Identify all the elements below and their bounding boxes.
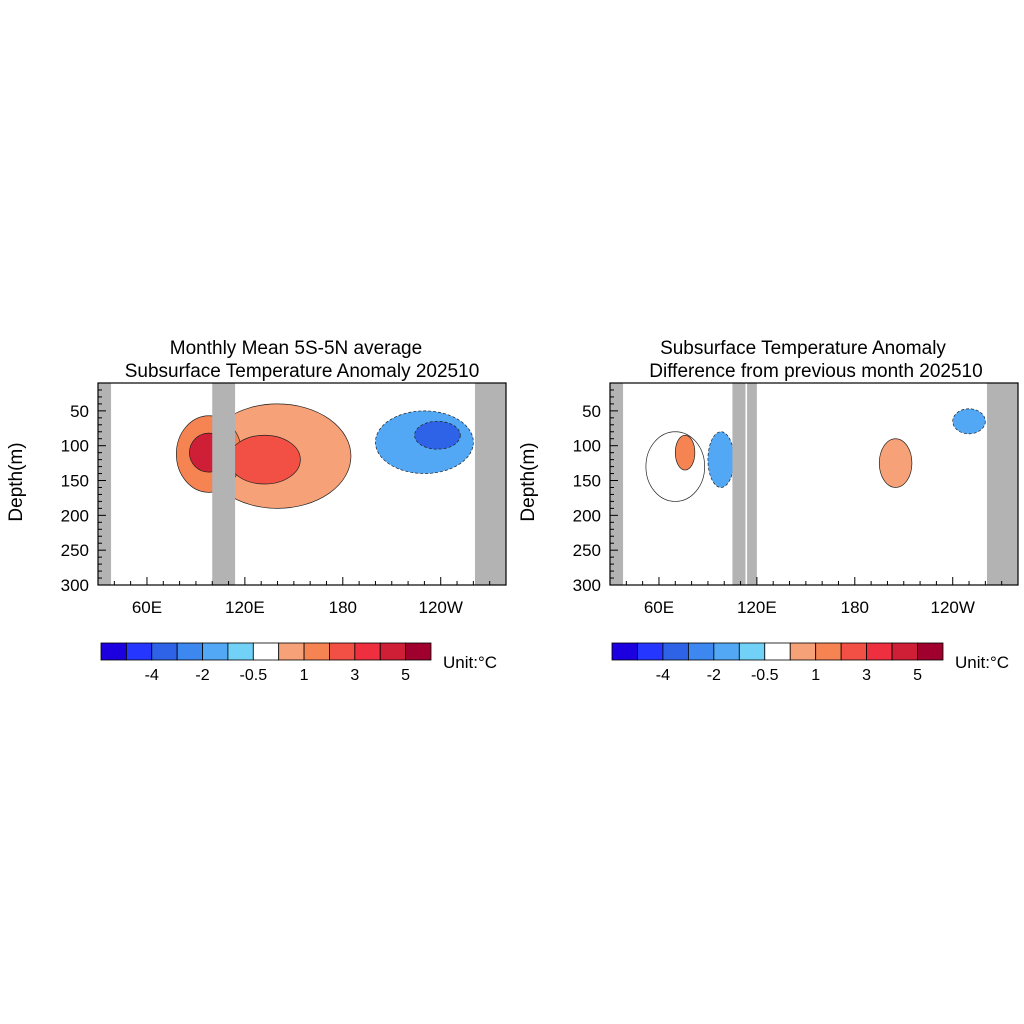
anomaly-contour	[414, 420, 461, 450]
colorbar-swatch	[379, 642, 407, 661]
colorbar-swatch	[303, 642, 330, 661]
left-unit-label: Unit:°C	[443, 653, 497, 672]
plot-frame	[609, 382, 1019, 586]
x-tick-label: 120W	[419, 598, 463, 617]
plot-frame	[97, 382, 507, 586]
right-unit-label: Unit:°C	[955, 653, 1009, 672]
colorbar-tick-label: 1	[300, 667, 309, 684]
colorbar-swatch	[176, 642, 203, 661]
y-tick-label: 50	[582, 402, 601, 421]
colorbar-swatch	[789, 642, 817, 661]
x-tick-label: 120W	[931, 598, 975, 617]
colorbar-swatch	[687, 642, 715, 661]
anomaly-contour	[878, 438, 913, 488]
anomaly-contour	[645, 431, 706, 502]
colorbar-swatch	[662, 642, 689, 661]
colorbar-swatch	[100, 642, 127, 661]
x-tick-label: 120E	[225, 598, 265, 617]
x-tick-label: 60E	[132, 598, 162, 617]
right-title-line2: Difference from previous month 202510	[649, 361, 982, 382]
colorbar-swatch	[738, 642, 766, 661]
anomaly-contour	[952, 408, 986, 435]
colorbar-swatch	[866, 642, 893, 661]
colorbar-tick-label: -2	[195, 667, 209, 684]
y-tick-label: 250	[573, 541, 601, 560]
colorbar-swatch	[125, 642, 153, 661]
left-colorbar: -4 -2 -0.5 1 3 5	[100, 642, 432, 684]
colorbar-swatch	[278, 642, 305, 661]
x-tick-label: 120E	[737, 598, 777, 617]
y-tick-label: 100	[61, 437, 89, 456]
y-tick-label: 100	[573, 437, 601, 456]
colorbar-tick-label: -0.5	[751, 667, 779, 684]
colorbar-swatch	[840, 642, 868, 661]
y-tick-label: 250	[61, 541, 89, 560]
colorbar-tick-label: 3	[862, 667, 871, 684]
y-tick-label: 300	[61, 576, 89, 595]
x-tick-label: 180	[329, 598, 357, 617]
x-tick-label: 180	[841, 598, 869, 617]
y-tick-label: 150	[61, 472, 89, 491]
land-mask	[98, 383, 112, 585]
colorbar-tick-label: 5	[913, 667, 922, 684]
right-y-axis-label: Depth(m)	[518, 442, 539, 521]
colorbar-swatch	[151, 642, 178, 661]
land-mask	[474, 383, 506, 585]
right-title-line1: Subsurface Temperature Anomaly	[660, 338, 946, 359]
colorbar-tick-label: -2	[707, 667, 721, 684]
y-tick-label: 50	[70, 402, 89, 421]
land-mask	[732, 383, 746, 585]
colorbar-swatch	[611, 642, 638, 661]
colorbar-tick-label: -4	[656, 667, 670, 684]
colorbar-swatch	[764, 642, 791, 661]
colorbar-swatch	[405, 642, 432, 661]
colorbar-swatch	[891, 642, 918, 661]
y-tick-label: 200	[573, 506, 601, 525]
anomaly-contour	[674, 434, 696, 471]
panel-left: Monthly Mean 5S-5N average Subsurface Te…	[6, 338, 507, 684]
right-unit-text: Unit:	[955, 653, 990, 672]
right-plot-area: 50 100 150 200 250 300 60E 120E 180 120W	[573, 382, 1019, 617]
colorbar-swatch	[354, 642, 381, 661]
left-plot-area: 50 100 150 200 250 300 60E 120E 180 120W	[61, 382, 507, 617]
right-colorbar: -4 -2 -0.5 1 3 5	[611, 642, 944, 684]
colorbar-swatch	[713, 642, 740, 661]
y-tick-label: 300	[573, 576, 601, 595]
y-tick-label: 200	[61, 506, 89, 525]
land-mask	[747, 383, 757, 585]
colorbar-swatch	[227, 642, 254, 661]
colorbar-swatch	[815, 642, 842, 661]
left-title-line2: Subsurface Temperature Anomaly 202510	[125, 361, 480, 382]
colorbar-swatch	[202, 642, 229, 661]
right-unit-symbol: °C	[990, 653, 1009, 672]
colorbar-tick-label: -0.5	[240, 667, 268, 684]
colorbar-tick-label: -4	[145, 667, 159, 684]
anomaly-contour	[228, 434, 301, 485]
colorbar-tick-label: 5	[401, 667, 410, 684]
colorbar-tick-label: 1	[811, 667, 820, 684]
colorbar-swatch	[637, 642, 664, 661]
land-mask	[610, 383, 624, 585]
land-mask	[986, 383, 1018, 585]
colorbar-swatch	[917, 642, 944, 661]
left-unit-text: Unit:	[443, 653, 478, 672]
x-tick-label: 60E	[644, 598, 674, 617]
land-mask	[212, 383, 236, 585]
left-y-axis-label: Depth(m)	[6, 442, 27, 521]
left-unit-symbol: °C	[478, 653, 497, 672]
colorbar-swatch	[252, 642, 280, 661]
colorbar-tick-label: 3	[350, 667, 359, 684]
y-tick-label: 150	[573, 472, 601, 491]
colorbar-swatch	[329, 642, 356, 661]
anomaly-contour	[707, 431, 735, 488]
panel-right: Subsurface Temperature Anomaly Differenc…	[518, 338, 1019, 684]
left-title-line1: Monthly Mean 5S-5N average	[170, 338, 422, 359]
